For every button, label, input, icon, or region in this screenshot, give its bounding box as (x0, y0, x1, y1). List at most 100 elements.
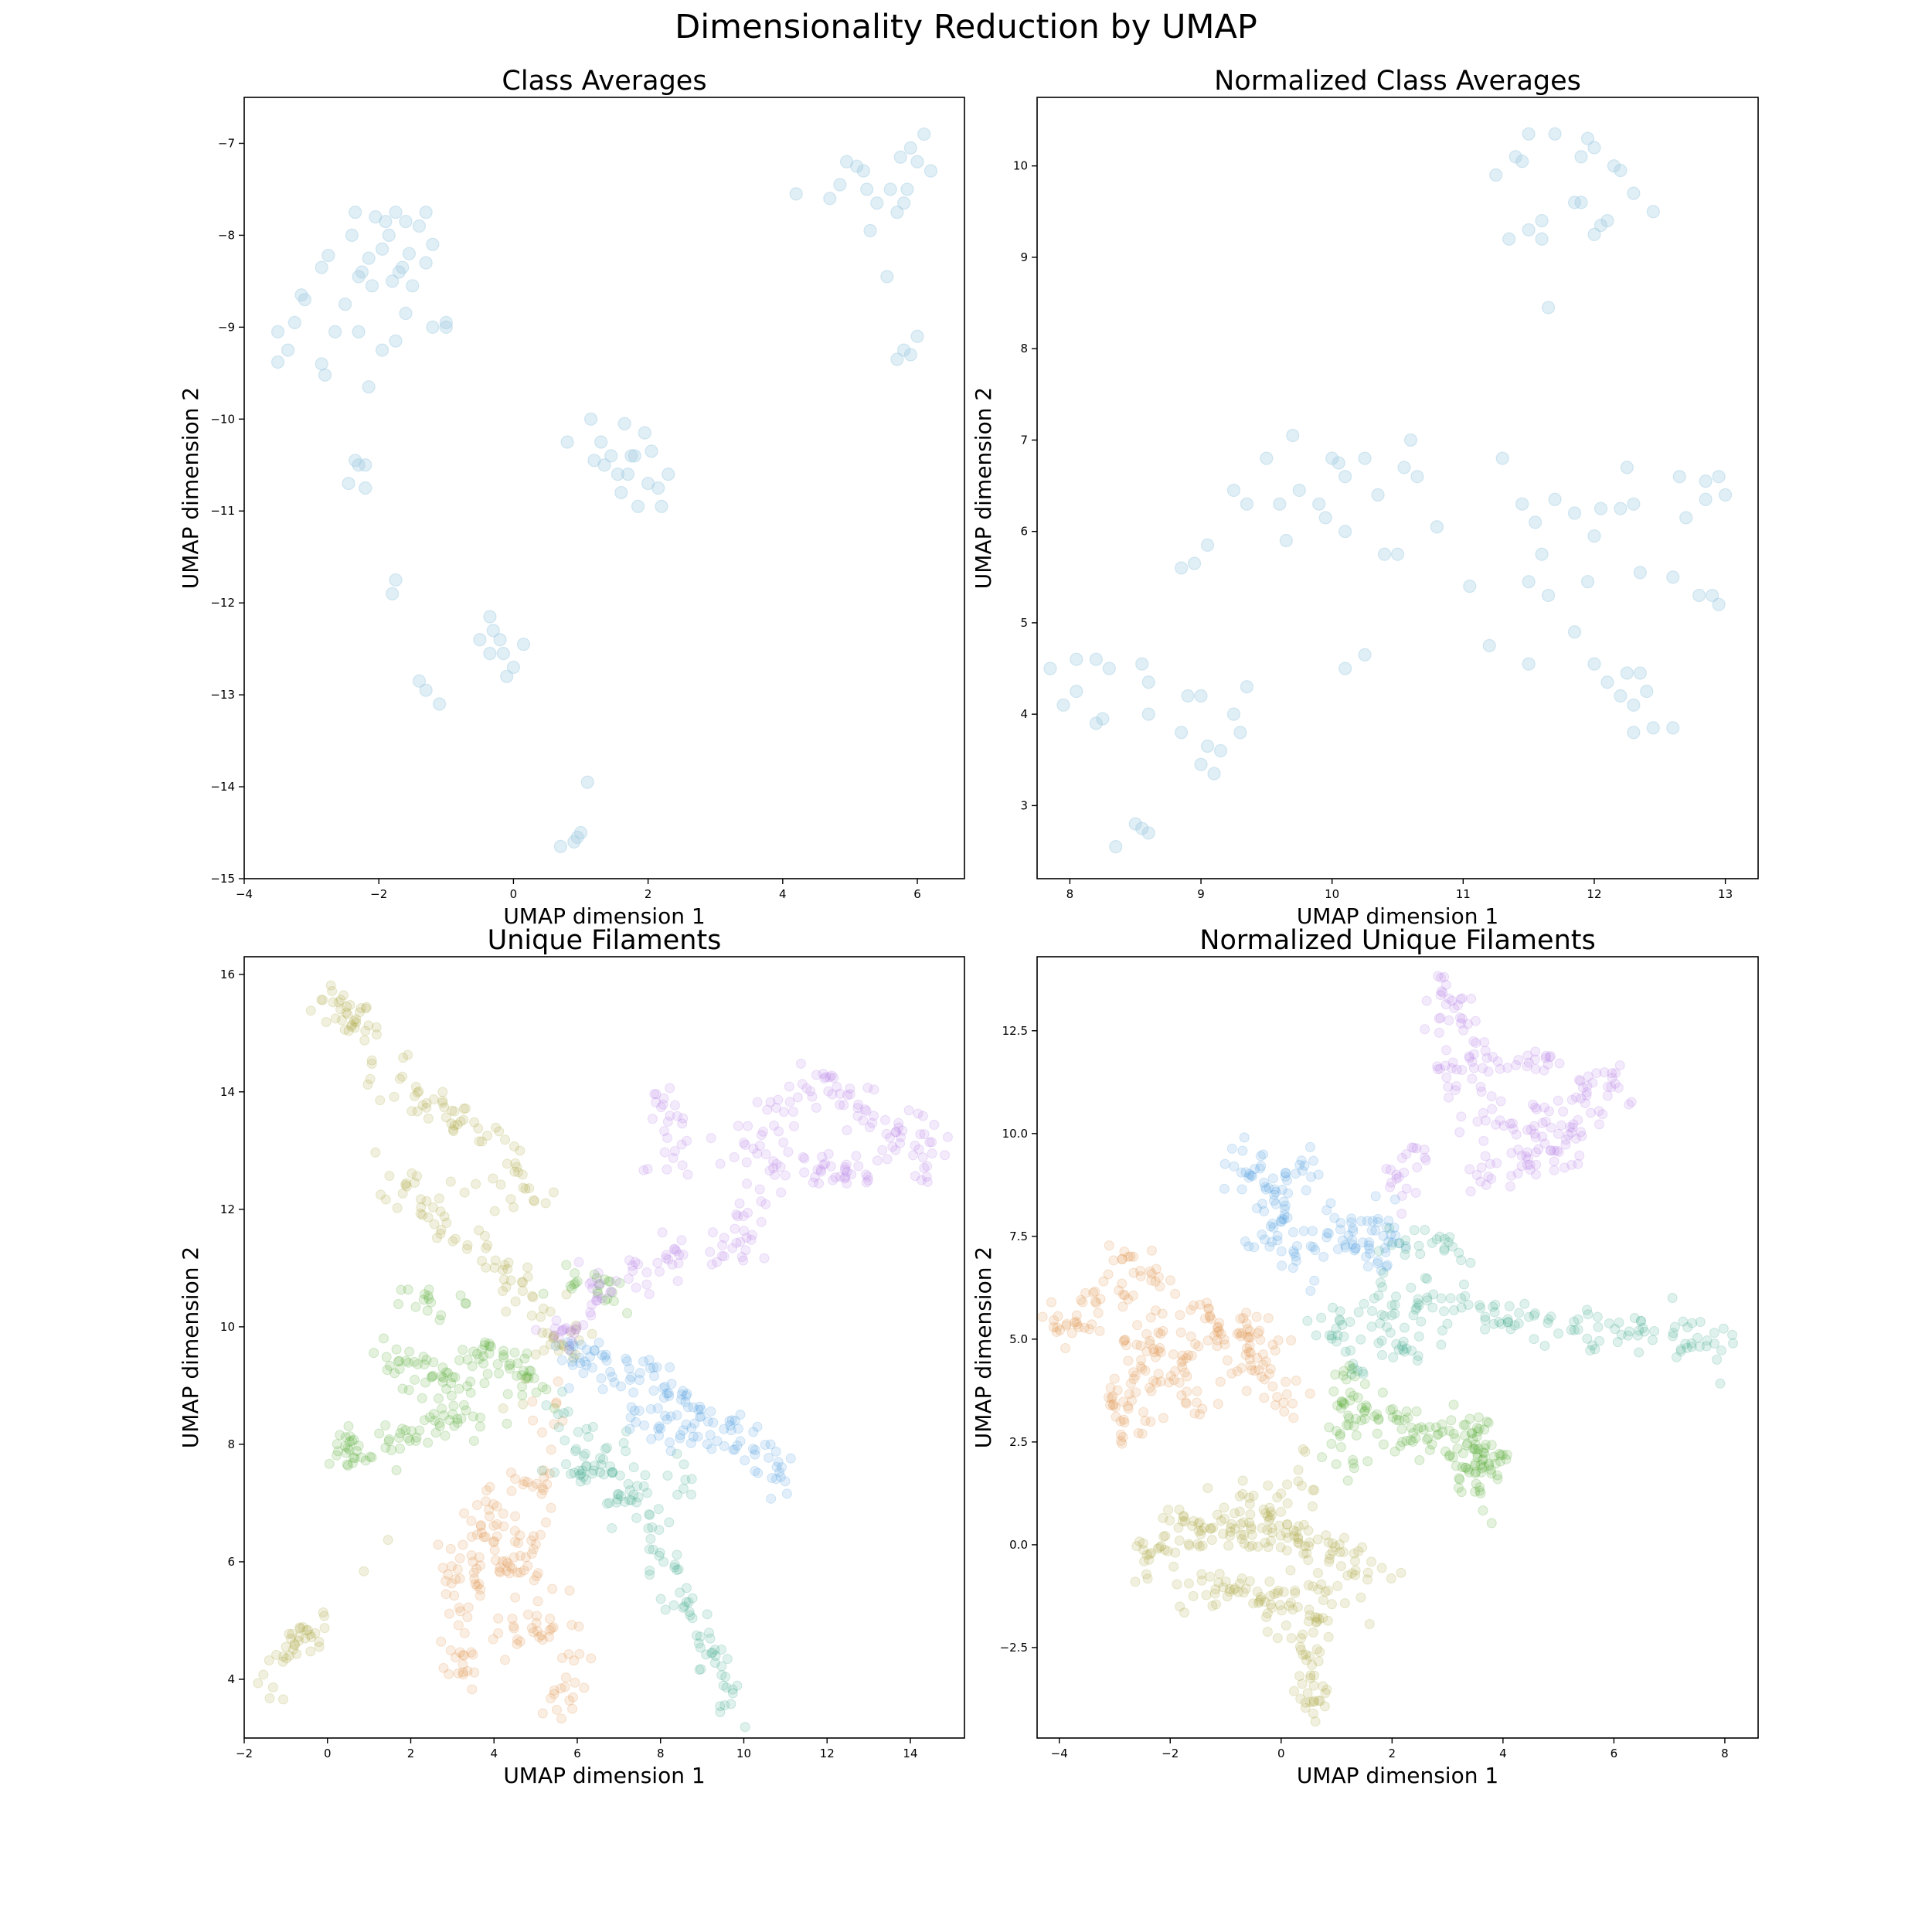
data-point-2 (1381, 1261, 1392, 1272)
data-point (1200, 739, 1215, 753)
data-point-2 (436, 1636, 447, 1647)
data-point-1 (1566, 1159, 1577, 1170)
data-point-2 (445, 1645, 456, 1656)
data-point (1213, 743, 1228, 758)
data-point-1 (437, 1095, 448, 1106)
data-point-1 (455, 1116, 466, 1127)
data-point-6 (891, 1127, 902, 1138)
data-point-1 (415, 1208, 426, 1219)
data-point-4 (1494, 1448, 1505, 1459)
data-point-5 (740, 1455, 750, 1466)
data-point-6 (672, 1276, 683, 1287)
data-point-3 (378, 1333, 389, 1344)
data-point-4 (628, 1489, 639, 1500)
data-point-3 (384, 1360, 395, 1371)
data-point-2 (1239, 1132, 1250, 1143)
data-point-2 (444, 1668, 454, 1679)
data-point-6 (716, 1250, 727, 1261)
data-point-6 (852, 1111, 863, 1121)
data-point-5 (1270, 1345, 1281, 1356)
data-point-3 (591, 1273, 602, 1284)
data-point-2 (466, 1532, 477, 1543)
data-point-1 (1450, 1085, 1461, 1096)
data-point (651, 481, 665, 495)
data-point-1 (548, 1332, 559, 1342)
data-point-2 (1372, 1258, 1383, 1269)
data-point-4 (1472, 1452, 1483, 1463)
data-point-1 (1522, 1147, 1532, 1158)
data-point-1 (1458, 1025, 1469, 1036)
data-point-3 (1326, 1333, 1337, 1344)
data-point-4 (1458, 1420, 1469, 1430)
data-point-2 (1294, 1159, 1305, 1170)
data-point-5 (733, 1423, 743, 1434)
data-point-1 (1495, 1115, 1505, 1126)
data-point-2 (1337, 1235, 1348, 1246)
data-point-1 (351, 1017, 362, 1028)
data-point-3 (1384, 1223, 1395, 1233)
data-point (1286, 428, 1300, 443)
data-point-1 (556, 1339, 567, 1350)
data-point-1 (338, 990, 349, 1001)
data-point-1 (1546, 1051, 1556, 1062)
data-point-6 (1183, 1578, 1194, 1589)
data-point-6 (910, 1171, 920, 1182)
data-point-1 (1412, 1162, 1423, 1173)
data-point-6 (845, 1083, 855, 1094)
data-point-3 (549, 1403, 560, 1414)
data-point-6 (740, 1139, 750, 1150)
data-point-1 (375, 1095, 386, 1106)
data-point-3 (1413, 1294, 1423, 1304)
data-point-5 (780, 1476, 791, 1487)
data-point (1594, 218, 1608, 233)
data-point (396, 260, 410, 274)
y-axis-label: UMAP dimension 2 (971, 1247, 996, 1448)
data-point-1 (520, 1183, 531, 1194)
data-point-5 (675, 1433, 685, 1444)
x-axis-label: UMAP dimension 1 (1297, 903, 1498, 929)
data-point-1 (1492, 1158, 1502, 1168)
data-point-3 (1582, 1333, 1593, 1344)
data-point-4 (1351, 1430, 1362, 1440)
data-point-6 (808, 1177, 818, 1188)
data-point-5 (624, 1423, 635, 1434)
data-point-3 (391, 1344, 402, 1355)
data-point-6 (840, 1172, 851, 1182)
data-point-1 (1576, 1127, 1587, 1138)
data-point (1141, 707, 1155, 721)
data-point-3 (529, 1372, 539, 1383)
data-point-1 (303, 1624, 314, 1635)
data-point-3 (1553, 1328, 1564, 1338)
data-point-5 (1185, 1331, 1196, 1342)
data-point-1 (1516, 1161, 1527, 1172)
data-point-1 (343, 1026, 354, 1036)
data-point-2 (586, 1653, 597, 1664)
data-point-6 (1312, 1612, 1323, 1623)
data-point-3 (561, 1260, 572, 1270)
data-point-5 (624, 1374, 635, 1385)
data-point-3 (419, 1359, 430, 1370)
data-point-4 (691, 1630, 702, 1641)
data-point-3 (348, 1452, 359, 1463)
data-point-3 (456, 1413, 467, 1424)
data-point-3 (477, 1344, 488, 1355)
data-point-5 (1108, 1399, 1119, 1410)
data-point-4 (581, 1423, 592, 1434)
y-tick-label: 7.5 (1009, 1230, 1028, 1243)
data-point-6 (662, 1132, 672, 1143)
data-point-5 (567, 1359, 578, 1370)
data-point-2 (446, 1561, 457, 1572)
data-point-2 (450, 1652, 461, 1663)
data-point-3 (1377, 1282, 1388, 1293)
data-point-1 (1396, 1208, 1407, 1219)
data-point (1600, 214, 1614, 228)
data-point-2 (567, 1692, 578, 1702)
data-point-3 (332, 1446, 343, 1457)
data-point (1633, 566, 1647, 580)
data-point-3 (1590, 1344, 1600, 1355)
data-point-6 (784, 1097, 795, 1107)
data-point-3 (1592, 1311, 1603, 1322)
data-point-4 (655, 1594, 666, 1604)
data-point-1 (371, 1029, 382, 1040)
data-point-6 (769, 1120, 780, 1131)
